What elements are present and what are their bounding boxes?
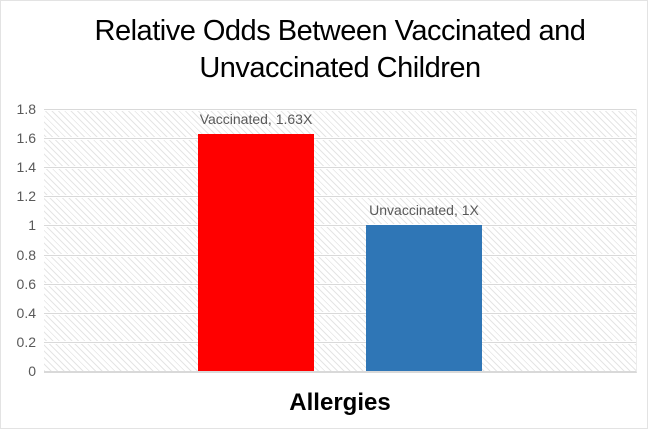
y-tick-label: 0.6 xyxy=(16,275,36,292)
bar-vaccinated xyxy=(198,133,314,371)
gridline xyxy=(44,138,636,140)
y-tick-label: 1.8 xyxy=(16,101,36,117)
y-tick-label: 0.4 xyxy=(16,304,36,321)
gridline xyxy=(44,167,636,169)
gridline xyxy=(44,225,636,227)
y-tick-label: 0.8 xyxy=(16,246,36,263)
gridline xyxy=(44,109,636,110)
x-axis-label: Allergies xyxy=(289,389,391,416)
gridline xyxy=(44,254,636,256)
bar-data-label: Unvaccinated, 1X xyxy=(369,202,479,219)
y-tick-label: 0.2 xyxy=(16,333,36,350)
plot-area: Vaccinated, 1.63X Unvaccinated, 1X xyxy=(44,109,637,373)
y-tick-label: 1.6 xyxy=(16,130,36,147)
chart-title: Relative Odds Between Vaccinated and Unv… xyxy=(94,15,586,84)
y-tick-label: 1 xyxy=(28,217,36,234)
gridline xyxy=(44,312,636,314)
bar-unvaccinated xyxy=(366,225,482,371)
bar-data-label: Vaccinated, 1.63X xyxy=(199,110,313,127)
y-tick-label: 1.2 xyxy=(16,188,36,205)
gridline xyxy=(44,196,636,198)
y-tick-label: 0 xyxy=(28,363,36,379)
gridline xyxy=(44,283,636,285)
y-tick-label: 1.4 xyxy=(16,159,36,176)
gridline xyxy=(44,341,636,343)
